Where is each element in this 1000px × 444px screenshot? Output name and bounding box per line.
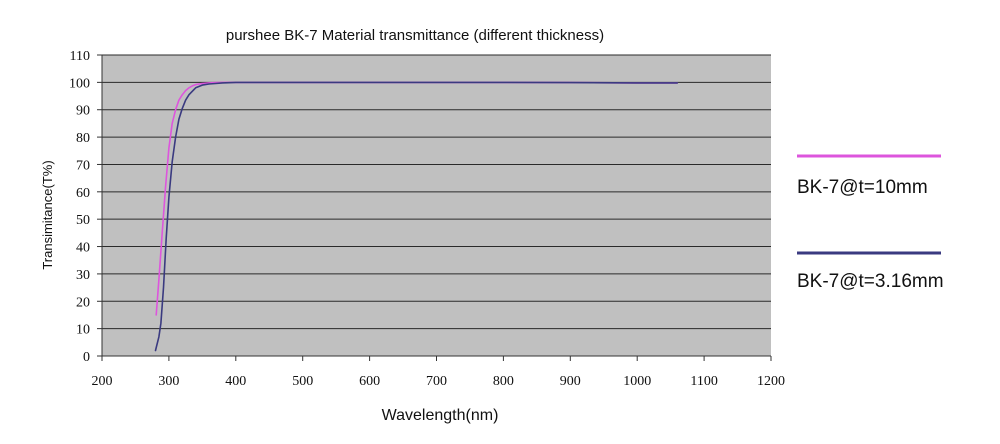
y-tick-label: 80	[76, 131, 90, 146]
plot-area	[102, 55, 771, 356]
y-tick-label: 60	[76, 186, 90, 201]
y-tick-label: 30	[76, 268, 90, 283]
legend-label-2: BK-7@t=3.16mm	[797, 271, 944, 292]
y-tick-label: 70	[76, 158, 90, 173]
x-tick-label: 300	[158, 374, 179, 389]
y-tick-label: 100	[69, 76, 90, 91]
x-tick-label: 1200	[757, 374, 785, 389]
x-tick-label: 900	[560, 374, 581, 389]
x-tick-label: 200	[92, 374, 113, 389]
y-tick-label: 90	[76, 104, 90, 119]
x-tick-label: 600	[359, 374, 380, 389]
x-tick-label: 500	[292, 374, 313, 389]
y-tick-label: 20	[76, 295, 90, 310]
y-tick-label: 110	[70, 49, 90, 64]
y-tick-label: 50	[76, 213, 90, 228]
legend-label-1: BK-7@t=10mm	[797, 177, 928, 198]
y-axis-ticks: 0 10 20 30 40 50 60 70 80 90 100 110	[69, 49, 102, 365]
x-tick-label: 1000	[623, 374, 651, 389]
series-lines	[154, 81, 679, 352]
x-tick-label: 1100	[690, 374, 717, 389]
y-axis-label: Transimitance(T%)	[40, 160, 55, 269]
x-axis-label: Wavelength(nm)	[382, 407, 499, 424]
y-tick-label: 10	[76, 323, 90, 338]
x-tick-label: 400	[225, 374, 246, 389]
series-line-2	[154, 81, 679, 352]
chart-title: purshee BK-7 Material transmittance (dif…	[226, 27, 604, 44]
y-tick-label: 0	[83, 350, 90, 365]
x-tick-label: 700	[426, 374, 447, 389]
x-tick-label: 800	[493, 374, 514, 389]
y-tick-label: 40	[76, 241, 90, 256]
legend: BK-7@t=10mm BK-7@t=3.16mm	[797, 154, 944, 292]
x-axis-ticks: 200 300 400 500 600 700 800 900 1000 1100 1200	[92, 356, 785, 389]
